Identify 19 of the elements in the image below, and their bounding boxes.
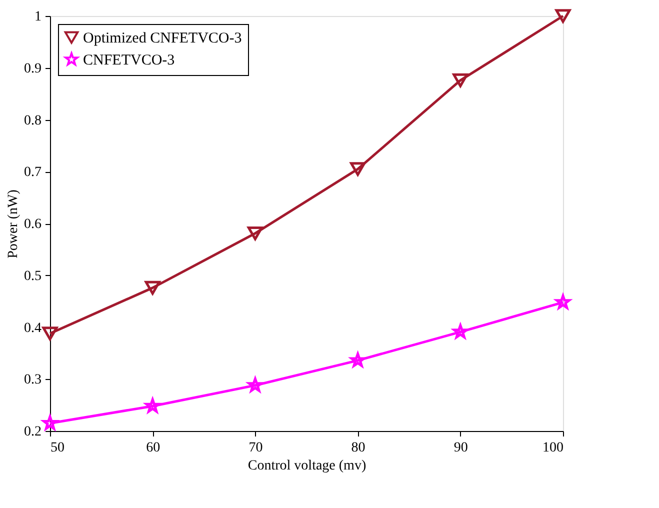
y-tick-label: 0.7 bbox=[24, 165, 42, 180]
x-tick-label: 90 bbox=[454, 440, 468, 456]
y-tick-label: 0.2 bbox=[24, 424, 42, 440]
y-tick-label: 0.8 bbox=[24, 113, 42, 128]
x-tick-label: 60 bbox=[146, 440, 160, 456]
x-axis-title: Control voltage (mv) bbox=[248, 458, 366, 474]
y-tick-label: 0.6 bbox=[24, 217, 42, 232]
legend-label: Optimized CNFETVCO-3 bbox=[83, 30, 242, 46]
y-tick-label: 0.9 bbox=[24, 61, 42, 76]
x-tick-label: 50 bbox=[50, 440, 64, 456]
y-axis-title: Power (nW) bbox=[6, 189, 21, 258]
y-tick-label: 0.4 bbox=[24, 320, 42, 336]
x-tick-label: 70 bbox=[248, 440, 263, 456]
y-tick-label: 1 bbox=[34, 10, 42, 24]
x-tick-label: 80 bbox=[351, 440, 366, 456]
y-tick-label: 0.3 bbox=[24, 372, 42, 388]
y-tick-label: 0.5 bbox=[24, 268, 42, 284]
x-tick-label: 100 bbox=[542, 440, 564, 456]
legend-label: CNFETVCO-3 bbox=[83, 52, 175, 68]
